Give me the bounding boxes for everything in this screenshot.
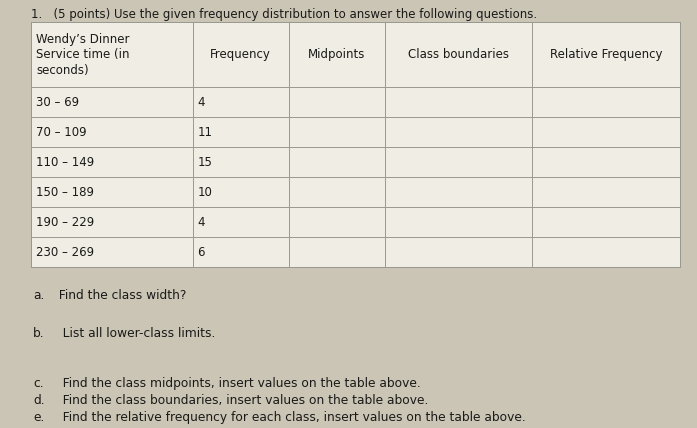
Text: 1.   (5 points) Use the given frequency distribution to answer the following que: 1. (5 points) Use the given frequency di… — [31, 8, 537, 21]
Text: e.: e. — [33, 411, 45, 424]
Text: 6: 6 — [197, 246, 205, 259]
Text: 11: 11 — [197, 125, 213, 139]
Text: b.: b. — [33, 327, 45, 340]
Text: 230 – 269: 230 – 269 — [36, 246, 95, 259]
Text: d.: d. — [33, 394, 45, 407]
Text: List all lower-class limits.: List all lower-class limits. — [52, 327, 216, 340]
Text: 15: 15 — [197, 155, 213, 169]
Text: Find the class width?: Find the class width? — [52, 289, 187, 302]
Text: Wendy’s Dinner
Service time (in
seconds): Wendy’s Dinner Service time (in seconds) — [36, 33, 130, 77]
Bar — [31, 22, 680, 267]
Text: Frequency: Frequency — [210, 48, 271, 61]
Text: c.: c. — [33, 377, 44, 390]
Text: Find the relative frequency for each class, insert values on the table above.: Find the relative frequency for each cla… — [52, 411, 526, 424]
Text: Find the class midpoints, insert values on the table above.: Find the class midpoints, insert values … — [52, 377, 421, 390]
Text: 70 – 109: 70 – 109 — [36, 125, 87, 139]
Text: 4: 4 — [197, 95, 205, 109]
Text: Class boundaries: Class boundaries — [408, 48, 509, 61]
Text: 30 – 69: 30 – 69 — [36, 95, 79, 109]
Text: 190 – 229: 190 – 229 — [36, 216, 95, 229]
Text: 4: 4 — [197, 216, 205, 229]
Text: 10: 10 — [197, 185, 213, 199]
Text: Relative Frequency: Relative Frequency — [550, 48, 662, 61]
Text: Midpoints: Midpoints — [308, 48, 365, 61]
Text: a.: a. — [33, 289, 45, 302]
Text: 150 – 189: 150 – 189 — [36, 185, 94, 199]
Text: Find the class boundaries, insert values on the table above.: Find the class boundaries, insert values… — [52, 394, 429, 407]
Text: 110 – 149: 110 – 149 — [36, 155, 95, 169]
